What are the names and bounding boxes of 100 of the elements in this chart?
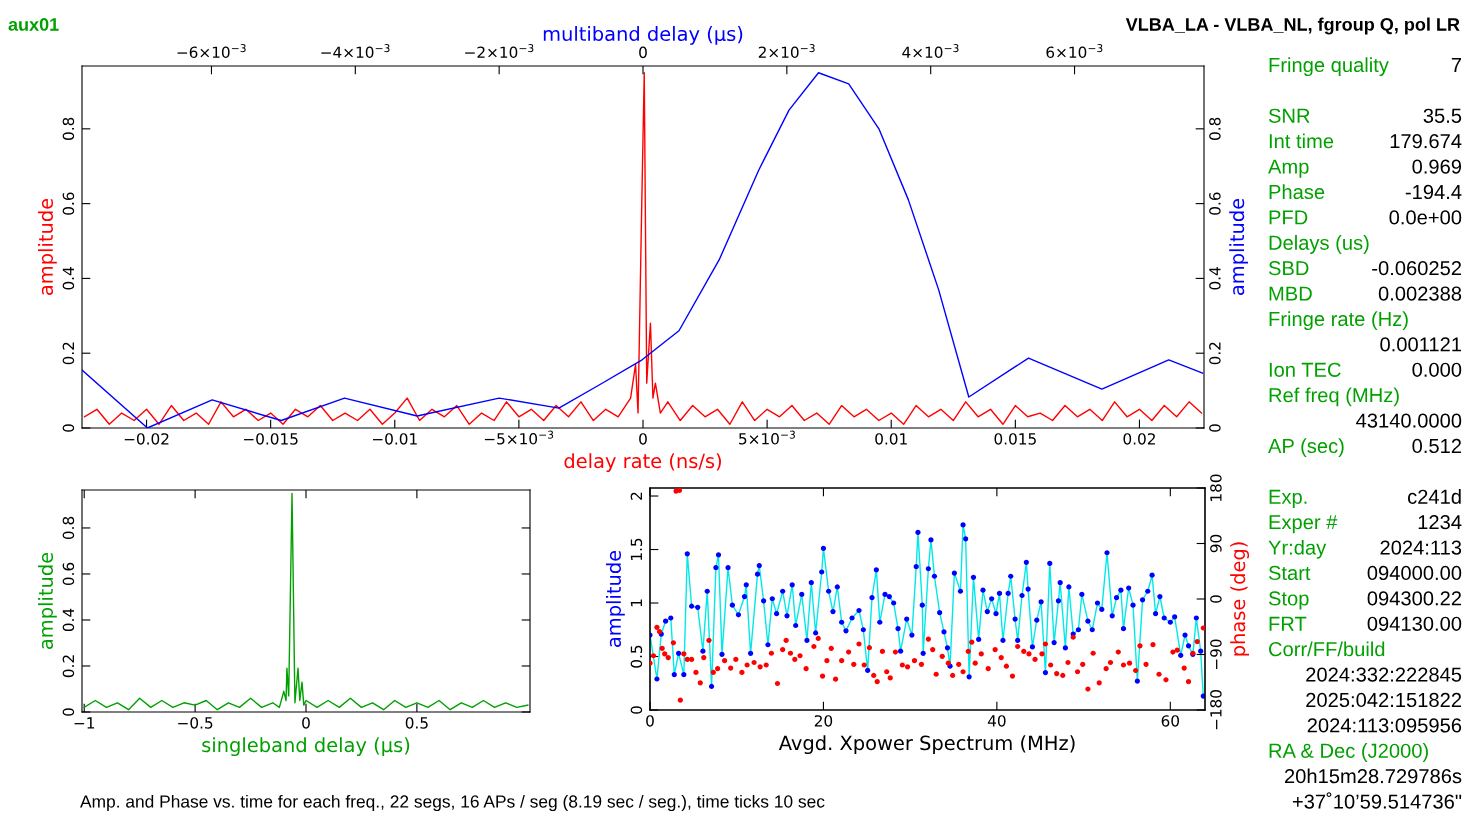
x-tick-label: 0.01 xyxy=(875,433,907,445)
y-axis-title: amplitude xyxy=(37,198,57,295)
category-label: Phase xyxy=(1269,184,1325,200)
text: 094000.00 xyxy=(1367,565,1462,581)
text: 43140.0000 xyxy=(1356,413,1462,428)
text: 7 xyxy=(1451,58,1461,72)
y2-tick-label: 0.4 xyxy=(1209,267,1221,290)
x-tick-label: −0.02 xyxy=(124,433,169,445)
x2-tick-label: −4×10$^{−3}$ xyxy=(321,44,390,59)
y-tick-label: 0.6 xyxy=(62,562,75,586)
x2-axis-title: multiband delay (μs) xyxy=(543,26,743,45)
text: 094130.00 xyxy=(1367,616,1462,631)
category-label: PFD xyxy=(1269,210,1308,225)
text: 0.000 xyxy=(1412,362,1462,377)
text: 0.002388 xyxy=(1378,286,1462,301)
x2-tick-label: −2×10$^{−3}$ xyxy=(465,44,534,59)
category-label: Int time xyxy=(1269,133,1334,149)
category-label: Exp. xyxy=(1269,489,1307,508)
y2-tick-label: −90 xyxy=(1210,639,1222,669)
category-label: Fringe quality xyxy=(1269,57,1389,77)
x-tick-label: 0.015 xyxy=(994,433,1036,445)
y2-axis-title: amplitude xyxy=(1229,198,1249,295)
x-tick-label: 0 xyxy=(302,717,310,729)
y2-tick-label: 0 xyxy=(1209,424,1221,432)
y-tick-label: 0 xyxy=(62,424,75,432)
y-tick-label: 0.4 xyxy=(62,267,75,290)
y-axis-title: amplitude xyxy=(605,550,625,647)
text: Amp. and Phase vs. time for each freq., 22 segs, 16 APs / seg (8.19 sec / seg.), time ticks 10 sec xyxy=(80,794,825,812)
text: c241d xyxy=(1407,489,1461,504)
text: 2025:042:151822 xyxy=(1306,692,1461,708)
text: 0.0e+00 xyxy=(1389,210,1462,225)
y-tick-label: 0.2 xyxy=(62,342,75,365)
y2-tick-label: 180 xyxy=(1210,474,1222,501)
x-tick-label: 0.5 xyxy=(405,717,428,729)
y-tick-label: 1 xyxy=(630,599,642,607)
text: 35.5 xyxy=(1423,108,1462,123)
category-label: Ref freq (MHz) xyxy=(1269,387,1399,407)
y2-tick-label: −180 xyxy=(1210,690,1222,730)
y-tick-label: 0.8 xyxy=(62,516,75,540)
x-tick-label: −1 xyxy=(74,717,95,729)
x-tick-label: −0.015 xyxy=(244,433,298,445)
x2-tick-label: 2×10$^{−3}$ xyxy=(758,44,815,59)
text: aux01 xyxy=(8,18,59,31)
y-axis-title: amplitude xyxy=(37,552,57,649)
x-axis-title: Avgd. Xpower Spectrum (MHz) xyxy=(778,735,1075,755)
x2-tick-label: −6×10$^{−3}$ xyxy=(177,44,246,59)
category-label: RA & Dec (J2000) xyxy=(1269,743,1428,762)
x-tick-label: 5×10$^{−3}$ xyxy=(739,430,795,445)
text: 2024:113 xyxy=(1380,540,1462,555)
y-tick-label: 2 xyxy=(630,492,642,500)
category-label: MBD xyxy=(1269,286,1312,301)
text: VLBA_LA - VLBA_NL, fgroup Q, pol LR xyxy=(1125,17,1460,35)
line-series xyxy=(83,492,529,711)
category-label: Yr:day xyxy=(1268,539,1327,559)
text: 0.969 xyxy=(1412,159,1462,174)
x-tick-label: 60 xyxy=(1161,715,1180,727)
category-label: SBD xyxy=(1268,261,1309,276)
y-tick-label: 0.2 xyxy=(62,655,75,678)
y-tick-label: 0.6 xyxy=(62,192,75,215)
x-tick-label: 0.02 xyxy=(1123,433,1155,445)
y2-tick-label: 0.8 xyxy=(1209,117,1221,140)
y2-axis-title: phase (deg) xyxy=(1230,542,1250,656)
x2-tick-label: 6×10$^{−3}$ xyxy=(1046,44,1103,59)
x-axis-title: singleband delay (μs) xyxy=(202,737,410,757)
x-tick-label: 40 xyxy=(987,715,1006,727)
category-label: Corr/FF/build xyxy=(1269,641,1385,657)
text: 1234 xyxy=(1418,515,1462,530)
text: 2024:113:095956 xyxy=(1307,718,1462,733)
text: -0.060252 xyxy=(1372,261,1461,276)
y-tick-label: 0.5 xyxy=(630,645,643,668)
y-tick-label: 1.5 xyxy=(630,538,643,560)
y2-tick-label: 0 xyxy=(1210,595,1222,603)
text: 20h15m28.729786s xyxy=(1284,768,1462,784)
text: 179.674 xyxy=(1390,134,1462,149)
y-tick-label: 0.4 xyxy=(62,608,75,632)
text: 2024:332:222845 xyxy=(1306,667,1462,682)
x-axis-title: delay rate (ns/s) xyxy=(564,453,721,473)
y-tick-label: 0 xyxy=(62,708,75,716)
category-label: Fringe rate (Hz) xyxy=(1269,311,1408,331)
category-label: AP (sec) xyxy=(1268,438,1344,458)
category-label: Start xyxy=(1268,565,1311,581)
category-label: Exper # xyxy=(1269,515,1338,534)
x-tick-label: −5×10$^{−3}$ xyxy=(484,430,554,445)
y2-tick-label: 90 xyxy=(1210,534,1222,553)
x-tick-label: 0 xyxy=(646,715,654,727)
category-label: SNR xyxy=(1268,108,1310,123)
text: 0.512 xyxy=(1412,438,1461,454)
text: 094300.22 xyxy=(1367,591,1461,606)
text: +37˚10’59.514736" xyxy=(1292,792,1462,809)
x-tick-label: −0.5 xyxy=(178,717,213,729)
text: 0.001121 xyxy=(1380,337,1462,352)
y2-tick-label: 0.6 xyxy=(1209,192,1221,215)
category-label: Delays (us) xyxy=(1269,235,1369,254)
y2-tick-label: 0.2 xyxy=(1209,342,1221,365)
category-label: Ion TEC xyxy=(1269,362,1341,377)
category-label: Amp xyxy=(1268,159,1309,178)
x-tick-label: 20 xyxy=(814,715,833,727)
category-label: Stop xyxy=(1268,591,1309,610)
category-label: FRT xyxy=(1269,616,1307,631)
y-tick-label: 0.8 xyxy=(62,117,75,140)
